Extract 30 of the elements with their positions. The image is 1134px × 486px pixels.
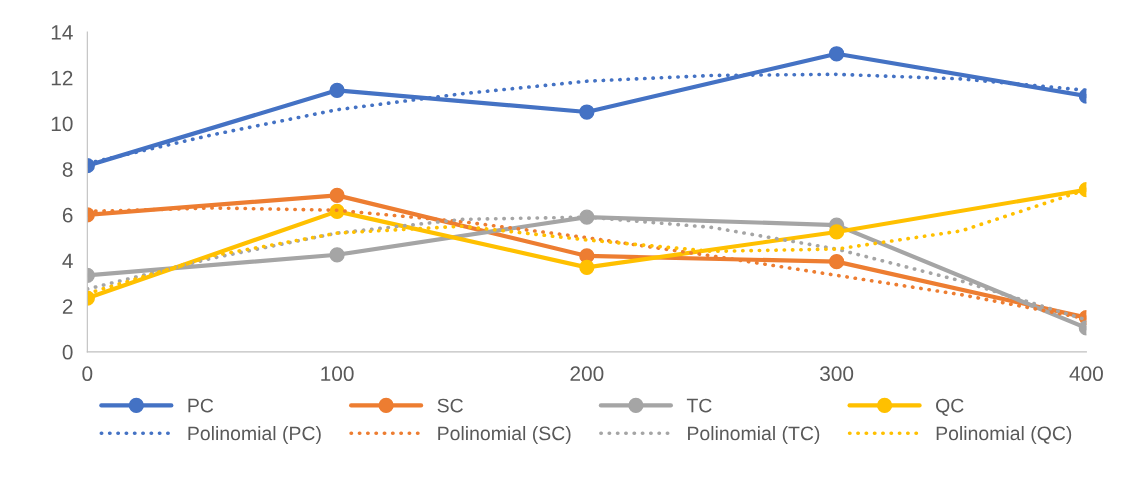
legend-label: PC xyxy=(188,398,214,413)
x-tick-label: 100 xyxy=(321,366,354,382)
x-tick-label: 300 xyxy=(820,366,854,382)
legend-label: QC xyxy=(936,398,964,416)
y-tick-label: 4 xyxy=(62,253,73,269)
y-tick-label: 10 xyxy=(51,116,73,132)
legend-label: TC xyxy=(686,398,712,413)
y-tick-label: 8 xyxy=(62,162,73,177)
y-tick-label: 2 xyxy=(62,299,73,314)
y-tick-label: 14 xyxy=(51,25,73,40)
point xyxy=(329,187,345,204)
legend-label: Polinomial (PC) xyxy=(188,425,321,445)
point xyxy=(828,253,845,270)
point xyxy=(329,203,345,220)
legend-label: SC xyxy=(437,398,463,413)
point xyxy=(329,82,345,98)
point xyxy=(579,259,595,275)
x-tick-label: 400 xyxy=(1069,366,1103,382)
legend-label: Polinomial (QC) xyxy=(936,425,1072,445)
y-tick-label: 0 xyxy=(62,344,73,360)
point xyxy=(579,104,595,120)
point xyxy=(828,46,845,62)
x-tick-label: 200 xyxy=(570,366,604,382)
point xyxy=(828,224,845,240)
legend-label: Polinomial (SC) xyxy=(438,425,571,445)
y-tick-label: 6 xyxy=(62,207,73,223)
legend-label: Polinomial (TC) xyxy=(688,425,820,445)
x-tick-label: 0 xyxy=(82,366,93,382)
y-tick-label: 12 xyxy=(51,70,73,86)
point xyxy=(329,247,345,263)
